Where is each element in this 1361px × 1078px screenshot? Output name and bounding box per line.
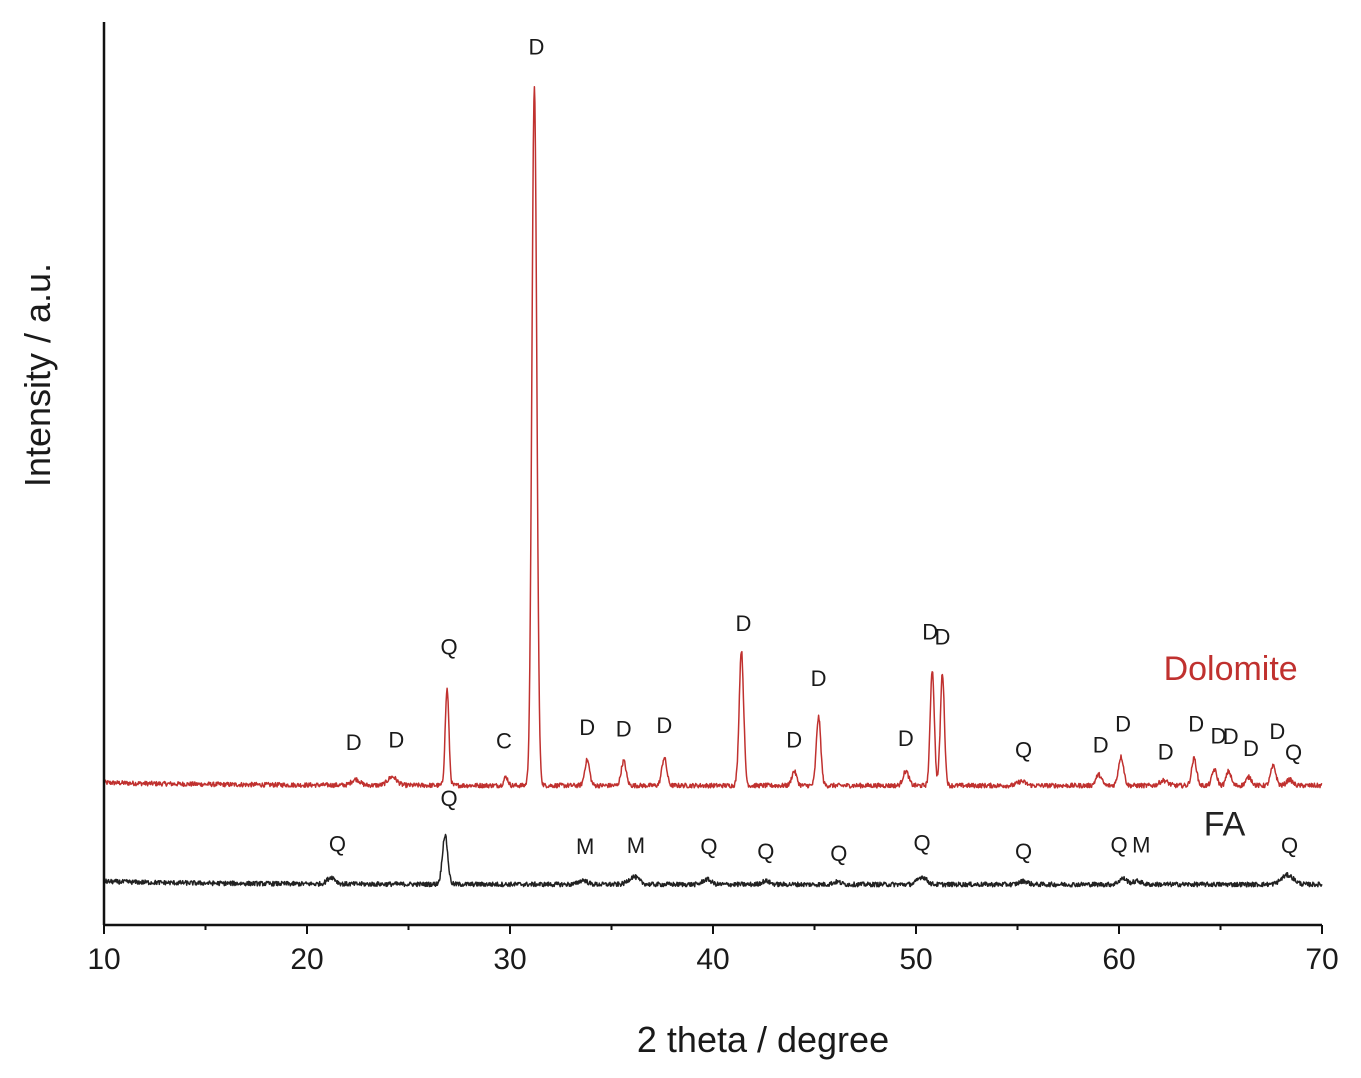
peak-label-dolomite: D <box>898 726 914 751</box>
peak-label-dolomite: D <box>1158 739 1174 764</box>
peak-label-dolomite: D <box>811 666 827 691</box>
peak-label-fa: Q <box>1015 839 1032 864</box>
peak-label-dolomite: Q <box>441 635 458 660</box>
series-line-dolomite <box>103 86 1323 789</box>
peak-label-dolomite: Q <box>1285 740 1302 765</box>
x-tick-label: 70 <box>1305 943 1338 976</box>
series-label-dolomite: Dolomite <box>1164 650 1298 688</box>
peak-label-dolomite: D <box>1243 736 1259 761</box>
peak-label-dolomite: D <box>736 611 752 636</box>
x-tick-label: 50 <box>899 943 932 976</box>
peak-label-fa: M <box>1132 832 1150 857</box>
peak-label-dolomite: D <box>346 730 362 755</box>
peak-label-fa: Q <box>1110 832 1127 857</box>
x-axis-ticks: 10 20 30 40 50 60 70 <box>87 925 1339 976</box>
peak-label-fa: M <box>627 833 645 858</box>
peak-label-dolomite: D <box>1269 719 1285 744</box>
x-axis-title: 2 theta / degree <box>637 1019 889 1060</box>
axes: 10 20 30 40 50 60 70 <box>87 22 1339 976</box>
peak-label-fa: M <box>576 834 594 859</box>
peak-label-fa: Q <box>441 786 458 811</box>
x-tick-label: 10 <box>87 943 120 976</box>
peak-label-dolomite: D <box>1223 724 1239 749</box>
peak-label-dolomite: D <box>1115 711 1131 736</box>
peak-label-dolomite: D <box>656 713 672 738</box>
peak-label-fa: Q <box>830 841 847 866</box>
peak-label-fa: Q <box>329 831 346 856</box>
x-tick-label: 40 <box>696 943 729 976</box>
peak-label-dolomite: Q <box>1015 738 1032 763</box>
peak-label-dolomite: D <box>528 35 544 60</box>
series-layer <box>103 86 1323 888</box>
peak-label-dolomite: D <box>1188 711 1204 736</box>
peak-label-dolomite: D <box>1093 733 1109 758</box>
peak-label-dolomite: D <box>579 715 595 740</box>
series-label-fa: FA <box>1204 805 1246 843</box>
peak-label-dolomite: D <box>934 624 950 649</box>
series-label-layer: Dolomite FA <box>1164 650 1298 843</box>
peak-label-dolomite: D <box>786 728 802 753</box>
peak-label-fa: Q <box>700 834 717 859</box>
x-tick-label: 60 <box>1102 943 1135 976</box>
peak-label-fa: Q <box>757 839 774 864</box>
x-tick-label: 20 <box>290 943 323 976</box>
peak-label-dolomite: D <box>922 619 938 644</box>
peak-label-fa: Q <box>914 831 931 856</box>
x-tick-label: 30 <box>493 943 526 976</box>
peak-label-fa: Q <box>1281 833 1298 858</box>
series-line-fa <box>103 833 1323 888</box>
y-axis-title: Intensity / a.u. <box>17 263 58 487</box>
peak-label-dolomite: D <box>388 728 404 753</box>
peak-label-dolomite: D <box>616 717 632 742</box>
peak-label-dolomite: C <box>496 728 512 753</box>
peak-label-dolomite: D <box>1211 723 1227 748</box>
